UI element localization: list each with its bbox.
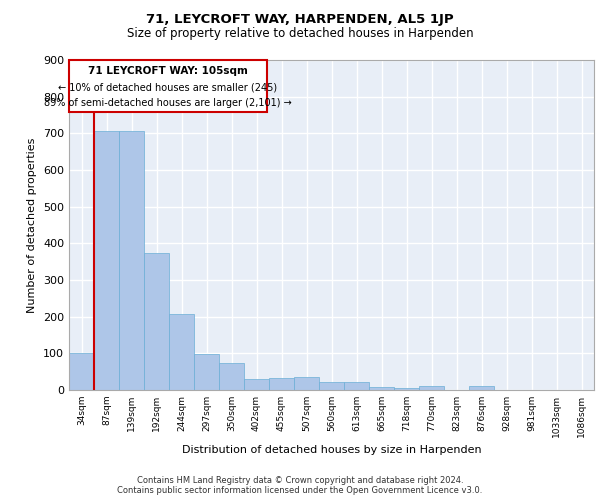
Text: 71 LEYCROFT WAY: 105sqm: 71 LEYCROFT WAY: 105sqm (88, 66, 248, 76)
Bar (344, 382, 369, 390)
Bar (219, 363, 244, 390)
Bar (69, 354, 94, 390)
Bar (169, 314, 194, 390)
Bar (119, 131, 144, 390)
Bar (269, 378, 294, 390)
Y-axis label: Number of detached properties: Number of detached properties (28, 138, 37, 312)
Text: Size of property relative to detached houses in Harpenden: Size of property relative to detached ho… (127, 28, 473, 40)
Text: 71, LEYCROFT WAY, HARPENDEN, AL5 1JP: 71, LEYCROFT WAY, HARPENDEN, AL5 1JP (146, 12, 454, 26)
Bar (144, 252, 169, 390)
Bar (394, 388, 419, 390)
Bar (94, 131, 119, 390)
Text: 89% of semi-detached houses are larger (2,101) →: 89% of semi-detached houses are larger (… (44, 98, 292, 108)
Bar (194, 354, 219, 390)
Bar (419, 386, 444, 390)
Text: ← 10% of detached houses are smaller (245): ← 10% of detached houses are smaller (24… (58, 82, 277, 92)
Text: Contains HM Land Registry data © Crown copyright and database right 2024.
Contai: Contains HM Land Registry data © Crown c… (118, 476, 482, 495)
X-axis label: Distribution of detached houses by size in Harpenden: Distribution of detached houses by size … (182, 446, 481, 456)
Bar (244, 378, 269, 390)
Bar (294, 377, 319, 390)
Bar (69, 60, 266, 112)
Bar (369, 386, 394, 390)
Bar (469, 386, 494, 390)
Bar (319, 382, 344, 390)
